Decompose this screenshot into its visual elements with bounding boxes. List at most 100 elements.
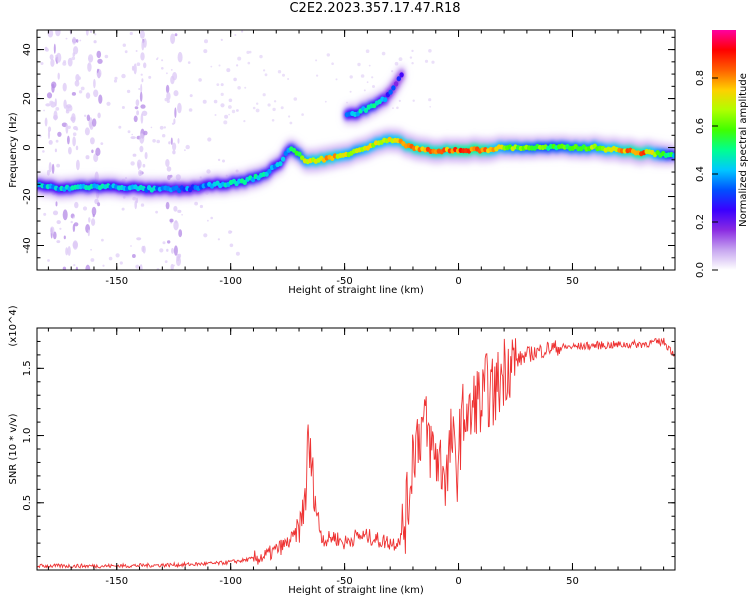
colorbar: 0.0 0.2 0.4 0.6 0.8 Normalized spectral ampl… [695,30,749,278]
noise-speckle [223,120,228,125]
noise-speckle [293,97,298,101]
noise-speckle [173,220,179,231]
noise-speckle [174,107,177,118]
noise-speckle [130,245,132,247]
noise-speckle [140,83,143,94]
noise-speckle [72,216,75,219]
noise-speckle [71,92,76,96]
noise-speckle [431,60,435,64]
noise-speckle [424,59,429,63]
noise-speckle [162,134,166,138]
noise-speckle [136,159,142,169]
noise-speckle [65,247,69,256]
snr-series-layer [37,337,675,570]
noise-speckle [141,245,145,252]
noise-speckle [263,69,266,72]
spectrogram-y-axis-label: Frequency (Hz) [8,112,19,188]
noise-speckle [203,49,208,54]
noise-speckle [57,72,60,80]
noise-speckle [82,206,88,211]
noise-speckle [84,127,90,136]
x-tick-label: 0 [455,576,461,587]
noise-speckle [368,64,371,67]
noise-speckle [132,153,137,157]
noise-speckle [53,110,58,121]
noise-speckle [90,248,92,251]
x-tick-label: -100 [219,276,242,287]
noise-speckle [55,107,60,111]
noise-speckle [129,31,133,36]
noise-speckle [47,259,50,262]
noise-speckle [72,52,76,57]
noise-speckle [100,142,104,146]
noise-speckle [65,37,68,40]
colorbar-ticks: 0.0 0.2 0.4 0.6 0.8 [695,70,718,278]
ridge-core-mark [280,156,286,162]
noise-speckle [67,125,71,129]
noise-speckle [371,76,374,79]
noise-speckle [185,144,190,150]
noise-speckle [411,62,414,65]
ridge-core-mark [278,161,283,167]
noise-speckle [55,139,59,143]
noise-speckle [315,59,318,62]
noise-speckle [85,30,89,36]
noise-speckle [75,266,79,270]
noise-speckle [97,202,101,207]
noise-speckle [429,106,432,108]
noise-speckle [398,57,403,61]
noise-speckle [121,73,126,79]
noise-speckle [152,139,156,143]
noise-speckle [155,210,159,214]
x-tick-label: 50 [566,276,579,287]
snr-y-axis-label: SNR (10 * v/v) [8,413,19,484]
noise-speckle [392,107,394,109]
noise-speckle [136,62,141,66]
noise-speckle [228,105,232,109]
upper-branch-core [344,72,404,118]
noise-speckle [289,121,293,125]
noise-speckle [115,253,120,258]
snr-x-axis-label: Height of straight line (km) [288,585,424,596]
noise-speckle [326,53,330,57]
spectrogram-panel: -150 -100 -50 0 50 -40 -20 0 20 40 Height of str… [8,29,676,296]
noise-speckle [59,227,62,230]
noise-speckle [231,109,236,114]
noise-speckle [207,137,212,142]
noise-speckle [106,101,111,106]
noise-speckle [91,218,96,226]
noise-speckle [135,50,138,52]
noise-speckle [86,114,91,122]
noise-speckle [72,241,79,249]
noise-speckle [126,89,131,94]
noise-speckle [391,70,394,73]
noise-speckle [102,264,105,267]
noise-speckle [237,56,242,61]
noise-speckle [140,203,145,207]
noise-speckle [170,137,173,145]
noise-speckle [67,246,71,256]
noise-speckle [166,248,169,252]
noise-speckle [65,123,69,134]
noise-speckle [171,40,174,43]
ridge-core-mark [283,150,288,157]
noise-speckle [53,43,56,54]
noise-speckle [349,75,353,79]
noise-speckle [357,62,361,67]
ridge-core-mark [396,76,401,82]
noise-speckle [161,59,164,62]
noise-speckle [113,79,118,83]
noise-speckle [199,204,203,209]
noise-speckle [222,159,225,163]
ridge-core-mark [388,89,393,95]
noise-speckle [122,43,127,47]
noise-speckle [273,100,277,103]
noise-speckle [366,81,369,84]
noise-speckle [170,69,173,71]
noise-speckle [287,78,290,80]
noise-speckle [95,147,101,156]
noise-speckle [267,103,271,107]
noise-speckle [75,128,79,131]
noise-speckle [141,39,145,51]
